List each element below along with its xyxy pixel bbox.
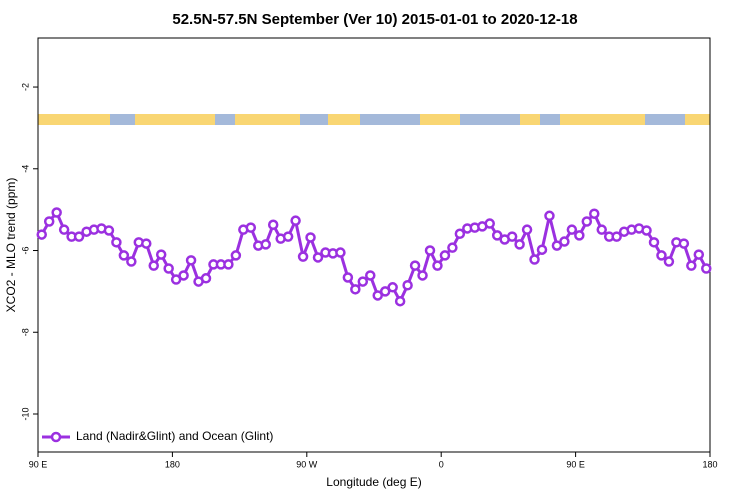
data-point xyxy=(223,259,234,270)
data-point xyxy=(432,260,443,271)
data-point xyxy=(290,215,301,226)
data-point xyxy=(245,222,257,233)
series-line xyxy=(40,209,708,305)
data-point xyxy=(312,252,324,263)
data-point xyxy=(267,219,279,231)
data-point xyxy=(596,224,607,235)
data-point xyxy=(148,260,159,271)
data-point xyxy=(641,225,652,236)
data-point xyxy=(342,272,354,283)
data-point xyxy=(36,229,47,240)
x-tick-label: 180 xyxy=(165,459,180,469)
y-tick-label: -6 xyxy=(20,247,30,255)
data-point xyxy=(574,230,585,241)
data-point xyxy=(178,270,189,281)
data-point xyxy=(544,210,555,222)
data-point xyxy=(141,238,152,249)
data-point xyxy=(506,231,518,242)
data-point xyxy=(51,207,62,218)
x-tick-label: 90 E xyxy=(29,459,48,469)
y-tick-label: -10 xyxy=(20,407,30,420)
data-point xyxy=(424,245,436,256)
data-point xyxy=(491,230,503,241)
data-point xyxy=(581,216,593,227)
data-point xyxy=(701,263,712,274)
data-point xyxy=(521,224,533,235)
data-point xyxy=(372,290,383,301)
data-point xyxy=(73,231,85,242)
data-point xyxy=(200,273,212,284)
data-point xyxy=(387,282,398,293)
data-point xyxy=(357,276,369,287)
data-point xyxy=(43,216,55,227)
data-point xyxy=(118,250,130,261)
data-point xyxy=(58,224,70,235)
data-point xyxy=(305,232,316,243)
data-point xyxy=(663,256,675,267)
x-tick-label: 90 E xyxy=(566,459,585,469)
data-point xyxy=(559,236,570,247)
data-point xyxy=(454,228,466,240)
y-tick-label: -4 xyxy=(20,165,30,173)
data-point xyxy=(260,239,271,250)
data-point xyxy=(678,238,690,249)
data-point xyxy=(230,250,242,261)
x-tick-label: 0 xyxy=(439,459,444,469)
plot-frame xyxy=(37,37,711,453)
data-point xyxy=(656,250,667,261)
data-point xyxy=(185,255,197,266)
data-point xyxy=(551,240,563,251)
data-point xyxy=(439,250,451,261)
data-point xyxy=(282,231,294,242)
data-point xyxy=(126,256,137,267)
y-tick-label: -8 xyxy=(20,328,30,336)
data-point xyxy=(379,286,391,297)
data-point xyxy=(417,270,428,281)
data-point xyxy=(447,242,458,253)
data-point xyxy=(686,260,697,271)
data-point xyxy=(693,249,705,260)
y-axis-label: XCO2 - MLO trend (ppm) xyxy=(4,178,18,313)
data-point xyxy=(394,295,406,307)
data-point xyxy=(484,218,495,229)
data-point xyxy=(335,247,346,258)
legend-label: Land (Nadir&Glint) and Ocean (Glint) xyxy=(76,429,273,443)
data-point xyxy=(409,260,421,271)
data-point xyxy=(111,237,122,248)
data-point xyxy=(365,270,376,281)
data-point xyxy=(155,249,167,260)
data-point xyxy=(103,225,115,236)
legend: Land (Nadir&Glint) and Ocean (Glint) xyxy=(42,429,273,443)
data-point xyxy=(536,244,548,255)
data-point xyxy=(589,208,600,219)
legend-marker xyxy=(50,431,62,443)
x-axis-label: Longitude (deg E) xyxy=(326,475,421,489)
data-point xyxy=(529,254,540,265)
x-tick-label: 180 xyxy=(702,459,717,469)
data-point xyxy=(170,274,182,285)
data-point xyxy=(566,224,578,235)
data-point xyxy=(350,284,361,295)
data-point xyxy=(514,239,525,250)
data-point xyxy=(648,237,660,248)
chart-title: 52.5N-57.5N September (Ver 10) 2015-01-0… xyxy=(172,11,577,28)
data-point xyxy=(402,280,413,291)
data-point xyxy=(611,231,622,242)
y-tick-label: -2 xyxy=(20,83,30,91)
data-point xyxy=(297,251,309,262)
data-point xyxy=(163,263,174,274)
x-tick-label: 90 W xyxy=(296,459,318,469)
land-ocean-strip xyxy=(38,114,710,125)
